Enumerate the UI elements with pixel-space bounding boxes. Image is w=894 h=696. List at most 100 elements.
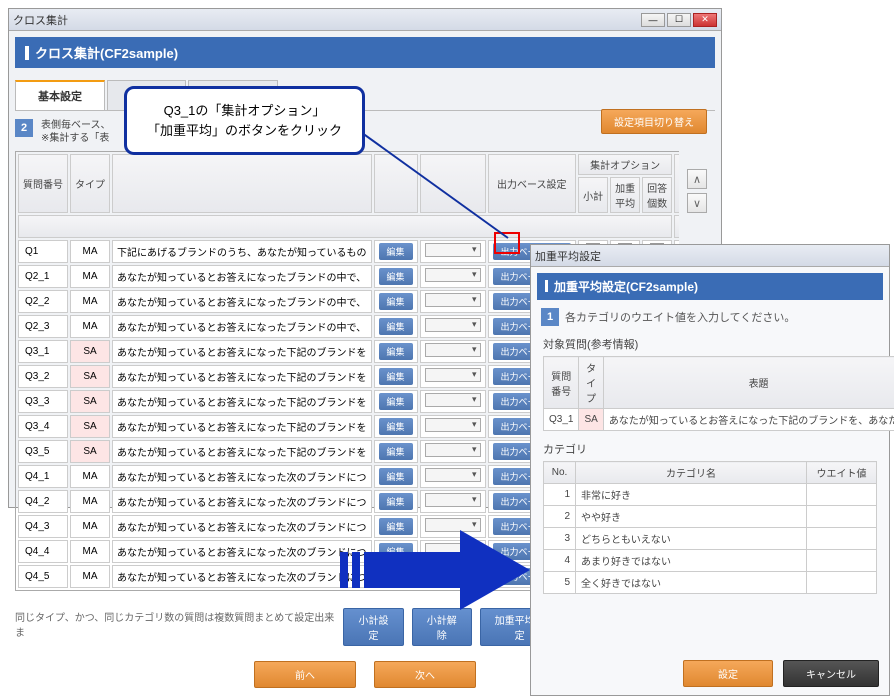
row-qid[interactable]: Q4_3 xyxy=(18,515,68,538)
col-subtotal: 小計 xyxy=(578,177,608,213)
prev-button[interactable]: 前へ xyxy=(254,661,356,688)
cat-no: 1 xyxy=(544,484,576,506)
row-dropdown[interactable] xyxy=(425,368,481,382)
row-desc: あなたが知っているとお答えになったブランドの中で、 xyxy=(112,290,372,313)
target-label: 対象質問(参考情報) xyxy=(543,336,877,352)
panel-header-2: 加重平均設定(CF2sample) xyxy=(537,273,883,300)
swap-columns-button[interactable]: 設定項目切り替え xyxy=(601,109,707,134)
row-dropdown[interactable] xyxy=(425,268,481,282)
row-dropdown[interactable] xyxy=(425,443,481,457)
row-qid[interactable]: Q2_2 xyxy=(18,290,68,313)
ok-button[interactable]: 設定 xyxy=(683,660,773,687)
window-title-2: 加重平均設定 xyxy=(535,248,601,264)
edit-button[interactable]: 編集 xyxy=(379,318,413,335)
next-button[interactable]: 次へ xyxy=(374,661,476,688)
window-title: クロス集計 xyxy=(13,12,68,28)
row-dropdown[interactable] xyxy=(425,318,481,332)
row-desc: あなたが知っているとお答えになった下記のブランドを xyxy=(112,365,372,388)
edit-button[interactable]: 編集 xyxy=(379,268,413,285)
row-qid[interactable]: Q3_3 xyxy=(18,390,68,413)
weight-input[interactable] xyxy=(807,528,877,550)
row-desc: あなたが知っているとお答えになった次のブランドにつ xyxy=(112,540,372,563)
row-qid[interactable]: Q3_2 xyxy=(18,365,68,388)
col-type: タイプ xyxy=(70,154,110,213)
step-number: 2 xyxy=(15,119,33,137)
edit-button[interactable]: 編集 xyxy=(379,493,413,510)
cat-no: 3 xyxy=(544,528,576,550)
col-count: 回答 個数 xyxy=(642,177,672,213)
row-qid[interactable]: Q4_5 xyxy=(18,565,68,588)
edit-button[interactable]: 編集 xyxy=(379,443,413,460)
target-qid: Q3_1 xyxy=(544,409,579,431)
cat-name: どちらともいえない xyxy=(576,528,807,550)
row-dropdown[interactable] xyxy=(425,468,481,482)
weighted-avg-window: 加重平均設定 加重平均設定(CF2sample) 1 各カテゴリのウエイト値を入… xyxy=(530,244,890,696)
col-qid: 質問番号 xyxy=(18,154,68,213)
cancel-button[interactable]: キャンセル xyxy=(783,660,879,687)
row-desc: あなたが知っているとお答えになった下記のブランドを xyxy=(112,390,372,413)
row-dropdown[interactable] xyxy=(425,418,481,432)
col-graph: グラフ種別 xyxy=(674,154,679,213)
instruction-callout: Q3_1の「集計オプション」「加重平均」のボタンをクリック xyxy=(124,86,365,155)
step-number-2: 1 xyxy=(541,308,559,326)
edit-button[interactable]: 編集 xyxy=(379,418,413,435)
row-qid[interactable]: Q4_1 xyxy=(18,465,68,488)
minimize-button[interactable]: — xyxy=(641,13,665,27)
maximize-button[interactable]: ☐ xyxy=(667,13,691,27)
row-qid[interactable]: Q4_4 xyxy=(18,540,68,563)
row-type: MA xyxy=(70,265,110,288)
weight-input[interactable] xyxy=(807,572,877,594)
edit-button[interactable]: 編集 xyxy=(379,368,413,385)
row-type: SA xyxy=(70,390,110,413)
row-type: SA xyxy=(70,415,110,438)
target-grid: 質問番号 タイプ 表題 Q3_1 SA あなたが知っているとお答えになった下記の… xyxy=(543,356,894,431)
titlebar[interactable]: クロス集計 — ☐ ✕ xyxy=(9,9,721,31)
row-type: MA xyxy=(70,290,110,313)
cat-name: あまり好きではない xyxy=(576,550,807,572)
edit-button[interactable]: 編集 xyxy=(379,393,413,410)
row-desc: あなたが知っているとお答えになったブランドの中で、 xyxy=(112,265,372,288)
panel-header: クロス集計(CF2sample) xyxy=(15,37,715,68)
row-qid[interactable]: Q3_1 xyxy=(18,340,68,363)
edit-button[interactable]: 編集 xyxy=(379,293,413,310)
flow-arrow xyxy=(340,520,530,620)
edit-button[interactable]: 編集 xyxy=(379,343,413,360)
category-label: カテゴリ xyxy=(543,441,877,457)
highlight-box xyxy=(494,232,520,254)
row-desc: あなたが知っているとお答えになった次のブランドにつ xyxy=(112,515,372,538)
row-dropdown[interactable] xyxy=(425,243,481,257)
row-qid[interactable]: Q4_2 xyxy=(18,490,68,513)
weight-input[interactable] xyxy=(807,484,877,506)
row-dropdown[interactable] xyxy=(425,493,481,507)
row-qid[interactable]: Q3_5 xyxy=(18,440,68,463)
weight-input[interactable] xyxy=(807,550,877,572)
titlebar-2[interactable]: 加重平均設定 xyxy=(531,245,889,267)
edit-button[interactable]: 編集 xyxy=(379,468,413,485)
edit-button[interactable]: 編集 xyxy=(379,243,413,260)
row-desc: 下記にあげるブランドのうち、あなたが知っているもの xyxy=(112,240,372,263)
cat-name: 全く好きではない xyxy=(576,572,807,594)
row-qid[interactable]: Q3_4 xyxy=(18,415,68,438)
row-desc: あなたが知っているとお答えになった次のブランドにつ xyxy=(112,490,372,513)
row-dropdown[interactable] xyxy=(425,343,481,357)
move-down-button[interactable]: ∨ xyxy=(687,193,707,213)
weight-input[interactable] xyxy=(807,506,877,528)
row-dropdown[interactable] xyxy=(425,293,481,307)
col-dd xyxy=(420,154,486,213)
step-text-2: 各カテゴリのウエイト値を入力してください。 xyxy=(565,309,795,325)
row-type: SA xyxy=(70,340,110,363)
step-text: 表側毎ベース、※集計する「表 xyxy=(41,119,111,145)
close-button[interactable]: ✕ xyxy=(693,13,717,27)
target-type: SA xyxy=(579,409,603,431)
row-type: MA xyxy=(70,315,110,338)
row-qid[interactable]: Q2_3 xyxy=(18,315,68,338)
row-qid[interactable]: Q2_1 xyxy=(18,265,68,288)
row-qid[interactable]: Q1 xyxy=(18,240,68,263)
tab-basic[interactable]: 基本設定 xyxy=(15,80,105,110)
move-up-button[interactable]: ∧ xyxy=(687,169,707,189)
row-dropdown[interactable] xyxy=(425,393,481,407)
row-type: MA xyxy=(70,565,110,588)
category-grid: No. カテゴリ名 ウエイト値 1非常に好き2やや好き3どちらともいえない4あま… xyxy=(543,461,877,594)
row-desc: あなたが知っているとお答えになった下記のブランドを xyxy=(112,440,372,463)
footer-note: 同じタイプ、かつ、同じカテゴリ数の質問は複数質問まとめて設定出来ま xyxy=(15,609,335,639)
